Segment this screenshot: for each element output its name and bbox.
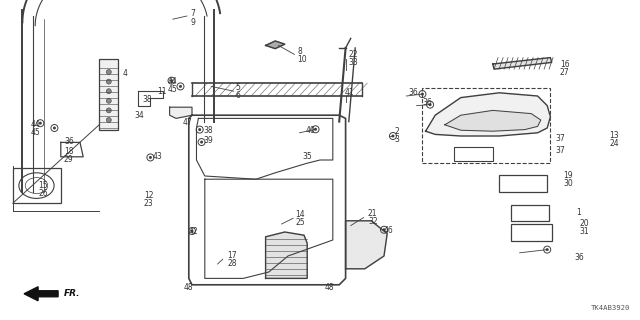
Circle shape [106, 98, 111, 103]
Circle shape [149, 156, 152, 159]
Circle shape [198, 128, 201, 131]
Text: FR.: FR. [64, 289, 81, 298]
Text: 38: 38 [204, 126, 213, 135]
Text: 19: 19 [563, 172, 573, 180]
Text: 25: 25 [296, 218, 305, 227]
Text: 33: 33 [348, 58, 358, 67]
Text: 8: 8 [298, 47, 302, 56]
Text: 4: 4 [122, 69, 127, 78]
FancyBboxPatch shape [99, 59, 118, 130]
Text: 45: 45 [31, 128, 40, 137]
Polygon shape [426, 93, 550, 136]
Text: 48: 48 [184, 284, 194, 292]
Polygon shape [346, 221, 387, 269]
Text: 37: 37 [556, 134, 565, 143]
Text: 21: 21 [368, 209, 378, 218]
Text: 34: 34 [134, 111, 144, 120]
Circle shape [546, 248, 548, 251]
Text: 10: 10 [298, 55, 307, 64]
Text: 31: 31 [579, 228, 589, 236]
Text: 13: 13 [609, 132, 619, 140]
Text: 18: 18 [64, 148, 74, 156]
Circle shape [429, 103, 431, 106]
Text: 38: 38 [142, 95, 152, 104]
Text: 16: 16 [560, 60, 570, 69]
Text: 41: 41 [344, 88, 354, 97]
Text: 11: 11 [157, 87, 166, 96]
Text: 43: 43 [152, 152, 162, 161]
Text: 22: 22 [348, 50, 358, 59]
Text: 44: 44 [31, 120, 40, 129]
Text: 35: 35 [302, 152, 312, 161]
Circle shape [53, 126, 56, 130]
Text: 46: 46 [384, 226, 394, 235]
Circle shape [314, 128, 317, 131]
Text: 5: 5 [236, 83, 241, 92]
Text: 12: 12 [144, 191, 154, 200]
Text: 24: 24 [609, 140, 619, 148]
Polygon shape [24, 287, 58, 301]
Text: 36: 36 [64, 137, 74, 146]
Text: 42: 42 [189, 227, 198, 236]
Text: 17: 17 [227, 251, 237, 260]
Circle shape [106, 117, 111, 123]
Polygon shape [266, 41, 285, 49]
Circle shape [383, 228, 385, 231]
Text: 6: 6 [236, 91, 241, 100]
Text: 15: 15 [38, 181, 48, 190]
Text: 7: 7 [191, 9, 196, 18]
Circle shape [392, 134, 394, 138]
Text: 23: 23 [144, 199, 154, 208]
Polygon shape [170, 107, 192, 118]
Polygon shape [445, 110, 541, 131]
Circle shape [106, 69, 111, 75]
Text: 36: 36 [575, 253, 584, 262]
Circle shape [170, 79, 173, 82]
Polygon shape [266, 232, 307, 278]
Text: 47: 47 [182, 118, 192, 127]
Text: TK4AB3920: TK4AB3920 [591, 305, 630, 311]
Text: 30: 30 [563, 180, 573, 188]
Text: 36: 36 [422, 98, 432, 107]
Text: 26: 26 [38, 189, 48, 198]
Text: 28: 28 [227, 259, 237, 268]
Polygon shape [493, 58, 552, 69]
Text: 2: 2 [394, 127, 399, 136]
Text: 36: 36 [408, 88, 418, 97]
Text: 32: 32 [368, 217, 378, 226]
Text: 45: 45 [168, 85, 177, 94]
Circle shape [200, 140, 203, 144]
Circle shape [191, 229, 193, 233]
Circle shape [106, 79, 111, 84]
Circle shape [179, 85, 182, 88]
Text: 40: 40 [306, 126, 316, 135]
Text: 14: 14 [296, 210, 305, 219]
Text: 27: 27 [560, 68, 570, 77]
Text: 29: 29 [64, 156, 74, 164]
Text: 9: 9 [191, 18, 196, 27]
Circle shape [421, 92, 424, 96]
Circle shape [39, 122, 42, 125]
Text: 39: 39 [204, 136, 213, 145]
Circle shape [106, 89, 111, 94]
Text: 37: 37 [556, 146, 565, 155]
Text: 20: 20 [579, 220, 589, 228]
Circle shape [106, 108, 111, 113]
Text: 1: 1 [576, 208, 580, 217]
Text: 48: 48 [324, 284, 335, 292]
Text: 3: 3 [394, 135, 399, 144]
Text: 44: 44 [168, 77, 177, 86]
